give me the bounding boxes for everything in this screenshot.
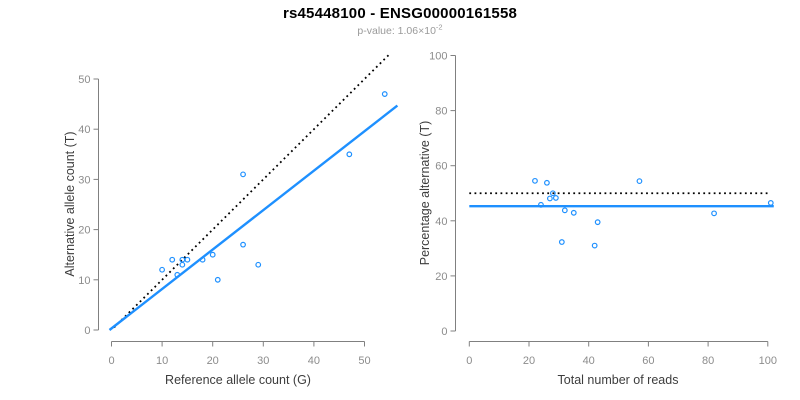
data-point (549, 190, 556, 197)
data-point (561, 207, 568, 214)
pvalue-text: p-value: 1.06×10 (357, 25, 436, 37)
data-point (255, 261, 262, 268)
y-tick-label: 0 (441, 326, 447, 338)
x-tick-label: 0 (466, 355, 472, 367)
figure-title: rs45448100 - ENSG00000161558 (282, 5, 518, 22)
data-point (184, 256, 191, 263)
x-tick-label: 20 (207, 355, 219, 367)
y-tick-label: 0 (84, 325, 90, 337)
data-point (381, 91, 388, 97)
data-point (159, 266, 166, 273)
x-tick-label: 40 (583, 355, 595, 367)
data-point (179, 261, 186, 268)
x-tick-label: 30 (257, 355, 269, 367)
x-tick-label: 10 (156, 355, 168, 367)
x-tick-label: 50 (358, 355, 370, 367)
data-point (711, 210, 717, 217)
identity-line (113, 53, 391, 329)
x-tick-label: 60 (642, 355, 654, 367)
left-yaxis-label: Alternative allele count (T) (63, 131, 77, 277)
data-point (591, 242, 598, 249)
x-tick-label: 40 (308, 355, 320, 367)
data-point (636, 178, 643, 185)
y-tick-label: 20 (78, 225, 90, 237)
x-tick-label: 20 (523, 355, 535, 367)
figure-subtitle: p-value: 1.06×10-2 (0, 22, 800, 37)
right-yaxis-label: Percentage alternative (T) (418, 120, 432, 266)
data-point (169, 256, 176, 263)
data-point (552, 195, 559, 201)
y-tick-label: 40 (435, 216, 447, 228)
y-tick-label: 30 (78, 174, 90, 186)
data-point (538, 201, 544, 208)
x-tick-label: 80 (702, 355, 714, 367)
data-point (214, 276, 221, 283)
data-point (240, 241, 246, 248)
data-point (544, 179, 550, 186)
data-point (594, 219, 601, 226)
y-tick-label: 40 (78, 124, 90, 136)
y-tick-label: 10 (78, 275, 90, 287)
x-tick-label: 100 (759, 355, 777, 367)
fit-line (108, 104, 399, 331)
data-point (767, 199, 774, 206)
y-tick-label: 20 (435, 271, 447, 283)
pvalue-exponent: -2 (435, 22, 443, 32)
y-tick-label: 60 (435, 161, 447, 173)
right-xaxis-label: Total number of reads (557, 373, 679, 387)
data-point (558, 239, 565, 245)
data-point (570, 209, 577, 216)
data-point (209, 251, 216, 258)
y-tick-label: 50 (78, 74, 90, 86)
data-point (174, 271, 181, 278)
data-point (240, 171, 246, 178)
data-point (199, 256, 206, 263)
data-point (346, 151, 353, 158)
left-xaxis-label: Reference allele count (G) (165, 373, 311, 387)
data-point (179, 256, 186, 263)
data-point (532, 177, 538, 184)
y-tick-label: 80 (435, 106, 447, 118)
data-point (546, 195, 553, 202)
y-tick-label: 100 (429, 51, 447, 63)
x-tick-label: 0 (108, 355, 114, 367)
